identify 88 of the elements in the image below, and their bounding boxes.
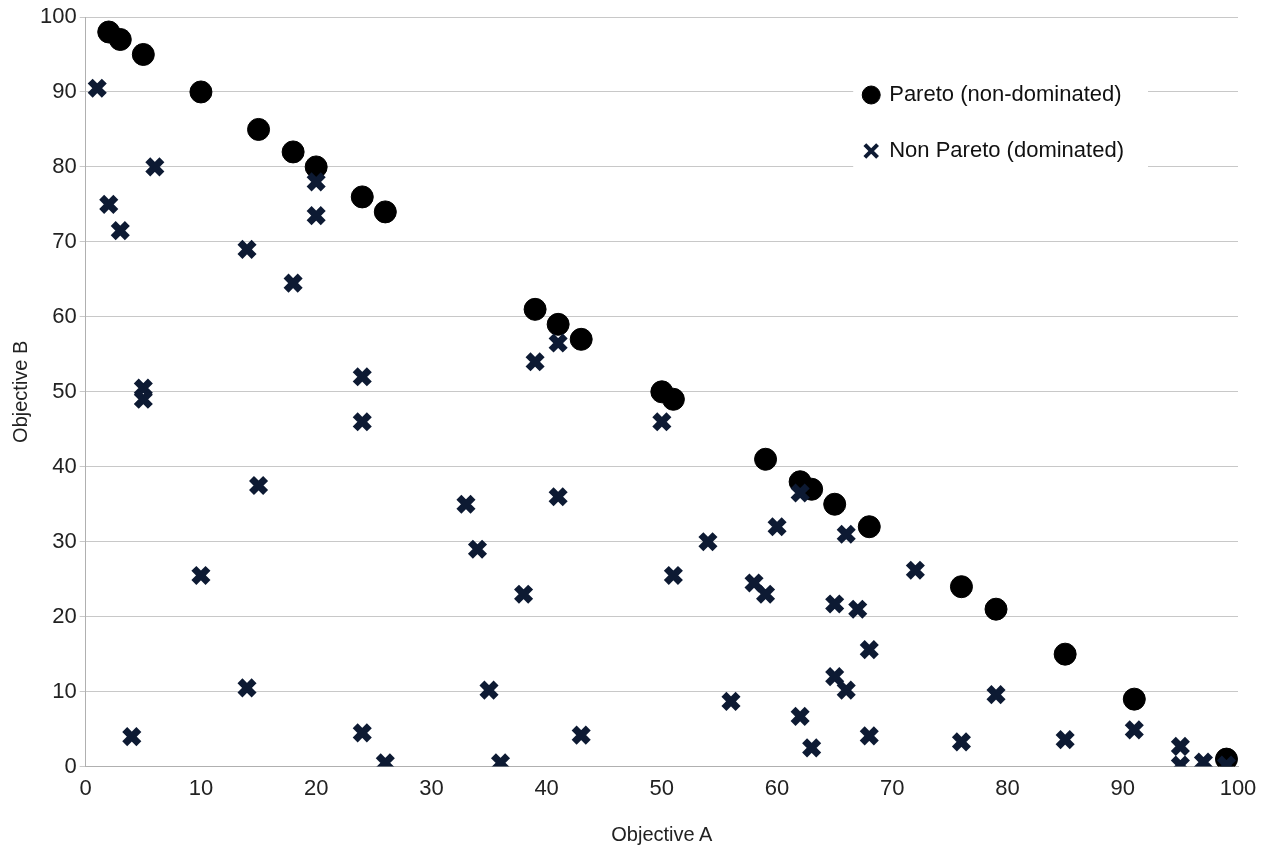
point (351, 722, 373, 744)
point (350, 185, 374, 209)
point (236, 677, 258, 699)
y-tick-label: 50 (52, 377, 77, 403)
point (190, 564, 212, 587)
point (282, 272, 304, 294)
point (824, 593, 846, 615)
x-tick-label: 10 (188, 774, 214, 800)
point (662, 564, 684, 587)
point (824, 666, 846, 688)
legend-label: Pareto (non-dominated) (889, 81, 1122, 107)
point (661, 387, 685, 411)
x-tick-label: 100 (1219, 774, 1257, 800)
point (305, 171, 327, 193)
point (109, 220, 131, 242)
point (466, 538, 489, 560)
point (478, 679, 500, 701)
point (950, 731, 973, 753)
point (858, 639, 880, 661)
point (743, 572, 765, 594)
point (569, 327, 593, 351)
point (131, 42, 155, 66)
point (823, 492, 847, 516)
point (546, 312, 570, 336)
point (1053, 642, 1077, 666)
y-axis-title: Objective B (8, 340, 31, 443)
point (547, 332, 569, 354)
point (858, 725, 880, 747)
y-tick-label: 40 (52, 452, 77, 478)
point (247, 117, 271, 141)
x-axis-title: Objective A (611, 822, 714, 845)
y-tick-label: 10 (52, 677, 77, 703)
y-tick-label: 0 (64, 752, 77, 778)
point (835, 523, 857, 545)
x-tick-label: 90 (1110, 774, 1136, 800)
point (1054, 729, 1076, 751)
point (1122, 687, 1146, 711)
point (305, 205, 327, 227)
point (1123, 719, 1145, 741)
point (98, 193, 120, 215)
point (754, 447, 778, 471)
point (835, 679, 857, 701)
y-tick-label: 20 (52, 602, 77, 628)
point (373, 200, 397, 224)
point (144, 156, 166, 178)
x-tick-label: 70 (880, 774, 905, 800)
x-tick-label: 80 (995, 774, 1020, 800)
point (281, 140, 305, 164)
point (985, 684, 1007, 706)
y-tick-label: 70 (52, 227, 77, 253)
x-tick-label: 40 (534, 774, 559, 800)
point (351, 411, 373, 433)
point (789, 705, 811, 727)
point (351, 366, 373, 388)
legend-label: Non Pareto (dominated) (889, 137, 1124, 163)
x-tick-label: 20 (303, 774, 329, 800)
point (789, 482, 811, 504)
y-tick-label: 100 (39, 3, 77, 29)
point (547, 486, 569, 508)
point (513, 583, 535, 605)
y-tick-label: 90 (52, 78, 77, 104)
y-tick-label: 30 (52, 527, 77, 553)
point (720, 690, 742, 712)
point (904, 559, 926, 581)
point (523, 297, 547, 321)
point (121, 726, 143, 748)
point (949, 575, 973, 599)
point (524, 351, 546, 373)
x-tick-label: 50 (649, 774, 675, 800)
point (455, 493, 477, 515)
x-tick-label: 60 (764, 774, 790, 800)
point (697, 531, 719, 553)
point (651, 411, 673, 433)
point (236, 238, 258, 260)
point (247, 474, 270, 497)
x-tick-label: 30 (419, 774, 444, 800)
y-tick-label: 60 (52, 302, 77, 328)
point (754, 583, 777, 605)
point (189, 80, 213, 104)
point (984, 597, 1008, 621)
y-tick-label: 80 (52, 152, 77, 178)
point (108, 27, 132, 51)
point (857, 515, 881, 539)
point (570, 724, 592, 746)
point (86, 77, 108, 99)
point (766, 516, 788, 538)
point (801, 737, 823, 759)
point (847, 598, 869, 620)
